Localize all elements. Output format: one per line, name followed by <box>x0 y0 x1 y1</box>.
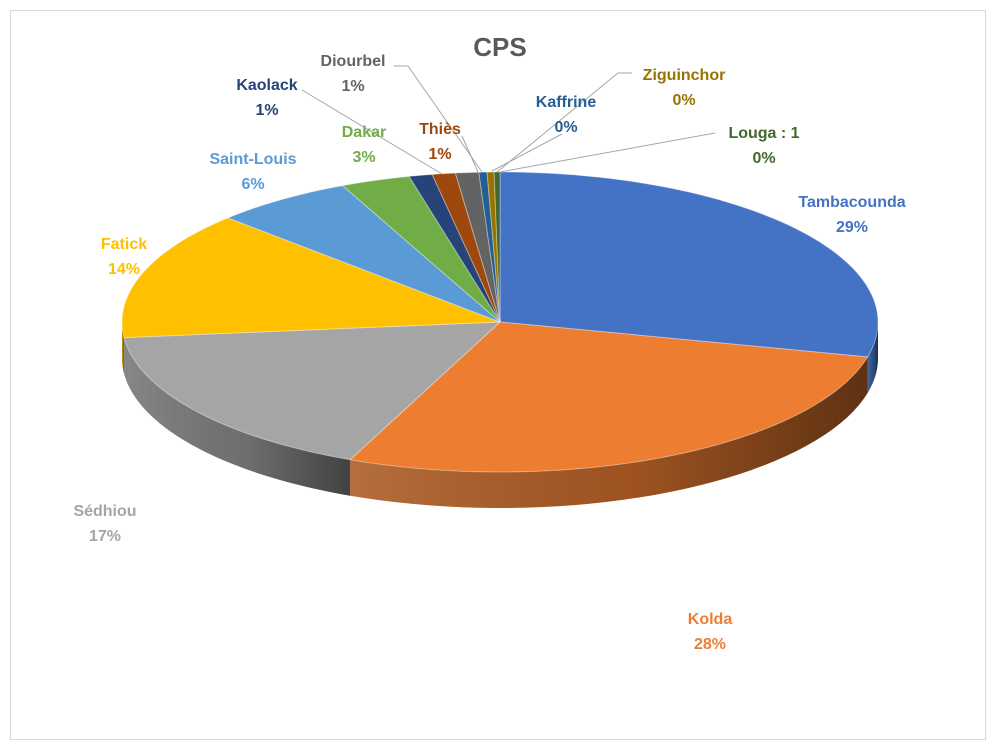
label-dakar: Dakar 3% <box>342 124 386 166</box>
label-name: Diourbel <box>321 53 386 70</box>
slice-fatick <box>121 217 501 339</box>
label-louga-1: Louga : 1 0% <box>728 125 799 167</box>
label-diourbel: Diourbel 1% <box>321 53 386 95</box>
side-shade-fatick <box>122 322 125 374</box>
chart-title: CPS <box>473 32 526 62</box>
label-name: Dakar <box>342 124 386 141</box>
pie-slices <box>121 171 879 473</box>
label-percent: 0% <box>752 150 775 167</box>
label-percent: 1% <box>255 102 278 119</box>
leader-ziguinchor <box>496 72 632 173</box>
label-kaffrine: Kaffrine 0% <box>536 94 597 136</box>
leader-diourbel <box>394 65 483 173</box>
slice-kolda <box>348 321 869 473</box>
label-percent: 14% <box>108 261 140 278</box>
slice-dakar <box>341 175 501 323</box>
label-s-dhiou: Sédhiou 17% <box>73 503 136 545</box>
label-name: Kolda <box>688 611 733 628</box>
label-name: Fatick <box>101 236 147 253</box>
label-percent: 0% <box>554 119 577 136</box>
leader-kaolack <box>301 89 443 175</box>
label-name: Louga : 1 <box>728 125 799 142</box>
label-kolda: Kolda 28% <box>688 611 733 653</box>
label-percent: 28% <box>694 636 726 653</box>
label-percent: 3% <box>352 149 375 166</box>
label-name: Kaffrine <box>536 94 597 111</box>
label-name: Kaolack <box>236 77 297 94</box>
label-name: Tambacounda <box>798 194 905 211</box>
label-name: Ziguinchor <box>643 67 726 84</box>
label-tambacounda: Tambacounda 29% <box>798 194 905 236</box>
label-ziguinchor: Ziguinchor 0% <box>643 67 726 109</box>
label-name: Sédhiou <box>73 503 136 520</box>
label-percent: 1% <box>428 146 451 163</box>
label-thi-s: Thiès 1% <box>419 121 461 163</box>
slice-tambacounda <box>499 171 879 358</box>
label-percent: 0% <box>672 92 695 109</box>
slice-labels: Tambacounda 29% Kolda 28% Sédhiou 17% Fatick 14… <box>73 53 905 653</box>
side-shade-tambacounda <box>867 322 878 393</box>
label-name: Saint-Louis <box>209 151 296 168</box>
side-shade-kolda <box>350 356 868 508</box>
label-percent: 17% <box>89 528 121 545</box>
label-percent: 6% <box>241 176 264 193</box>
side-shade-s-dhiou <box>124 337 351 496</box>
label-saint-louis: Saint-Louis 6% <box>209 151 296 193</box>
label-percent: 1% <box>341 78 364 95</box>
label-kaolack: Kaolack 1% <box>236 77 297 119</box>
leader-kaffrine <box>491 133 563 172</box>
label-fatick: Fatick 14% <box>101 236 147 278</box>
leader-louga-1 <box>499 132 716 173</box>
label-percent: 29% <box>836 219 868 236</box>
slice-saint-louis <box>226 185 501 323</box>
label-name: Thiès <box>419 121 461 138</box>
leader-lines <box>301 65 716 175</box>
pie-side-walls <box>122 322 878 508</box>
slice-s-dhiou <box>123 321 502 461</box>
